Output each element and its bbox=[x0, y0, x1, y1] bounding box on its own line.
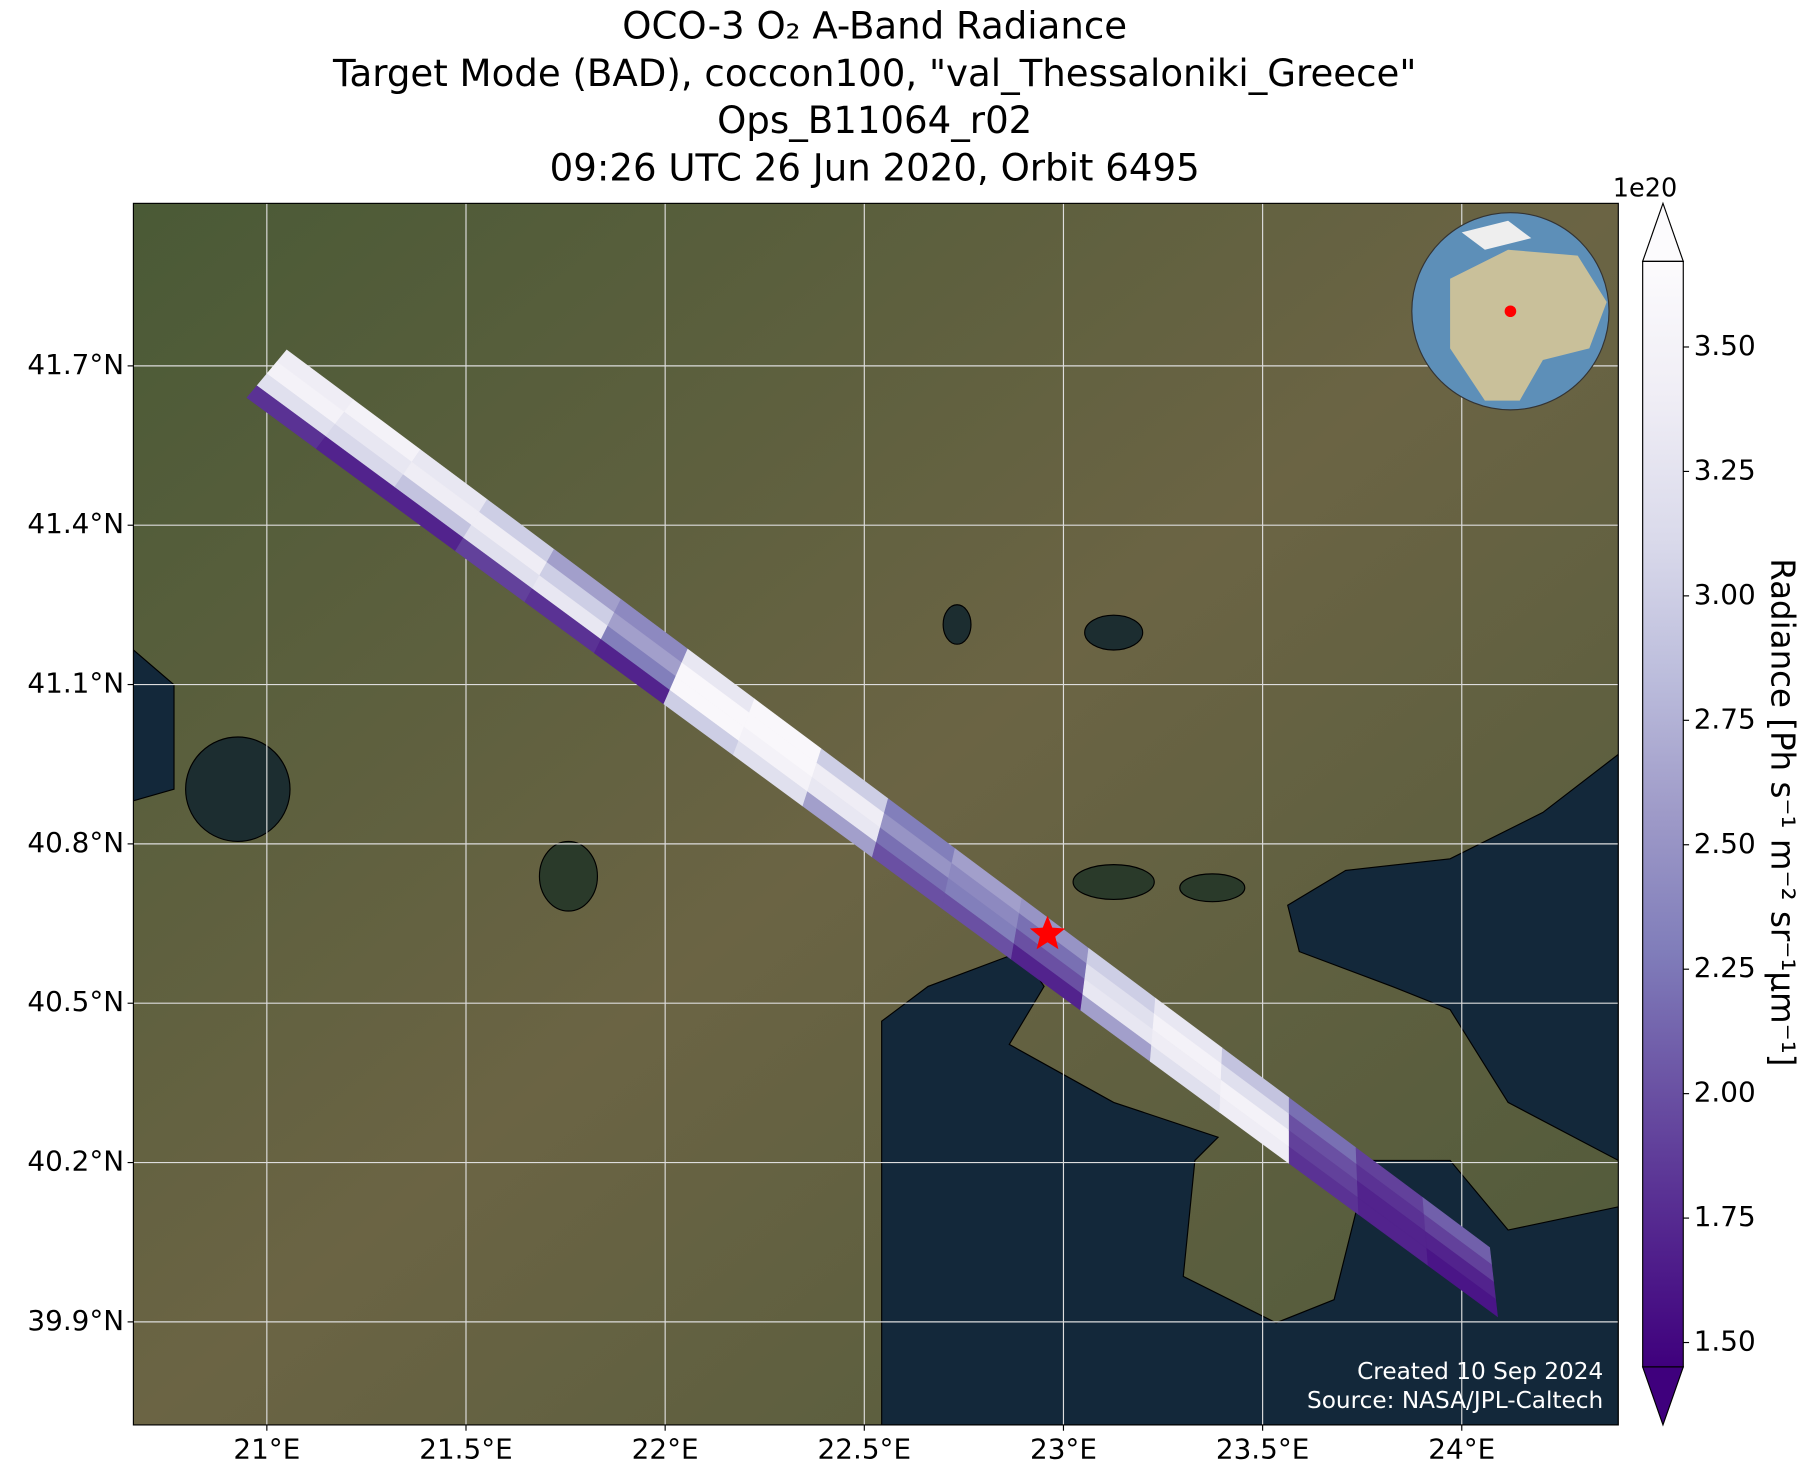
colorbar-tick-label: 3.00 bbox=[1694, 578, 1756, 611]
lake bbox=[1072, 864, 1155, 900]
x-tick-label: 21°E bbox=[233, 1432, 300, 1465]
swath bbox=[246, 349, 1498, 1318]
colorbar-tick-label: 2.75 bbox=[1694, 702, 1756, 735]
map-frame bbox=[132, 202, 1619, 1426]
x-tick-label: 23.5°E bbox=[1216, 1432, 1309, 1465]
sea bbox=[1287, 753, 1619, 1162]
lake bbox=[942, 604, 972, 645]
colorbar-extend-max bbox=[1641, 201, 1685, 262]
y-tick-label: 40.2°N bbox=[27, 1145, 124, 1178]
x-tick-label: 22.5°E bbox=[818, 1432, 911, 1465]
colorbar-tick-label: 1.75 bbox=[1694, 1200, 1756, 1233]
colorbar-tick-label: 3.50 bbox=[1694, 329, 1756, 362]
chart-title: OCO-3 O₂ A-Band Radiance bbox=[622, 5, 1127, 48]
lake bbox=[1179, 873, 1246, 903]
target-star bbox=[1029, 915, 1066, 950]
chart-title: Target Mode (BAD), coccon100, "val_Thess… bbox=[332, 52, 1416, 95]
y-tick-label: 41.1°N bbox=[27, 667, 124, 700]
y-tick-label: 39.9°N bbox=[27, 1304, 124, 1337]
basemap bbox=[133, 203, 1619, 1425]
colorbar-label: Radiance [Ph s⁻¹ m⁻² sr⁻¹μm⁻¹] bbox=[1764, 558, 1802, 1066]
y-tick-label: 40.5°N bbox=[27, 985, 124, 1018]
colorbar bbox=[1642, 261, 1684, 1367]
swath-cell bbox=[1426, 1247, 1498, 1318]
x-tick-label: 23°E bbox=[1030, 1432, 1097, 1465]
annotation: Created 10 Sep 2024 bbox=[1357, 1358, 1603, 1385]
x-tick-label: 24°E bbox=[1428, 1432, 1495, 1465]
colorbar-tick-label: 3.25 bbox=[1694, 453, 1756, 486]
globe-target bbox=[1504, 305, 1517, 318]
colorbar-tick-label: 2.00 bbox=[1694, 1076, 1756, 1109]
colorbar-extend-min bbox=[1641, 1366, 1685, 1427]
x-tick-label: 22°E bbox=[632, 1432, 699, 1465]
colorbar-tick-label: 2.50 bbox=[1694, 827, 1756, 860]
lake bbox=[185, 736, 291, 842]
y-tick-label: 41.7°N bbox=[27, 348, 124, 381]
sea bbox=[881, 950, 1619, 1425]
y-tick-label: 41.4°N bbox=[27, 507, 124, 540]
globe-ice bbox=[1461, 220, 1532, 250]
lake bbox=[1084, 614, 1144, 651]
lake bbox=[538, 840, 599, 912]
colorbar-offset: 1e20 bbox=[1613, 173, 1677, 203]
annotation: Source: NASA/JPL-Caltech bbox=[1307, 1387, 1603, 1414]
colorbar-tick-label: 1.50 bbox=[1694, 1325, 1756, 1358]
chart-title: Ops_B11064_r02 bbox=[717, 99, 1032, 142]
chart-title: 09:26 UTC 26 Jun 2020, Orbit 6495 bbox=[550, 146, 1200, 189]
y-tick-label: 40.8°N bbox=[27, 826, 124, 859]
x-tick-label: 21.5°E bbox=[419, 1432, 512, 1465]
globe-land bbox=[1450, 249, 1607, 401]
colorbar-tick-label: 2.25 bbox=[1694, 951, 1756, 984]
colorbar-frame bbox=[1642, 260, 1684, 1368]
lake bbox=[133, 649, 175, 802]
